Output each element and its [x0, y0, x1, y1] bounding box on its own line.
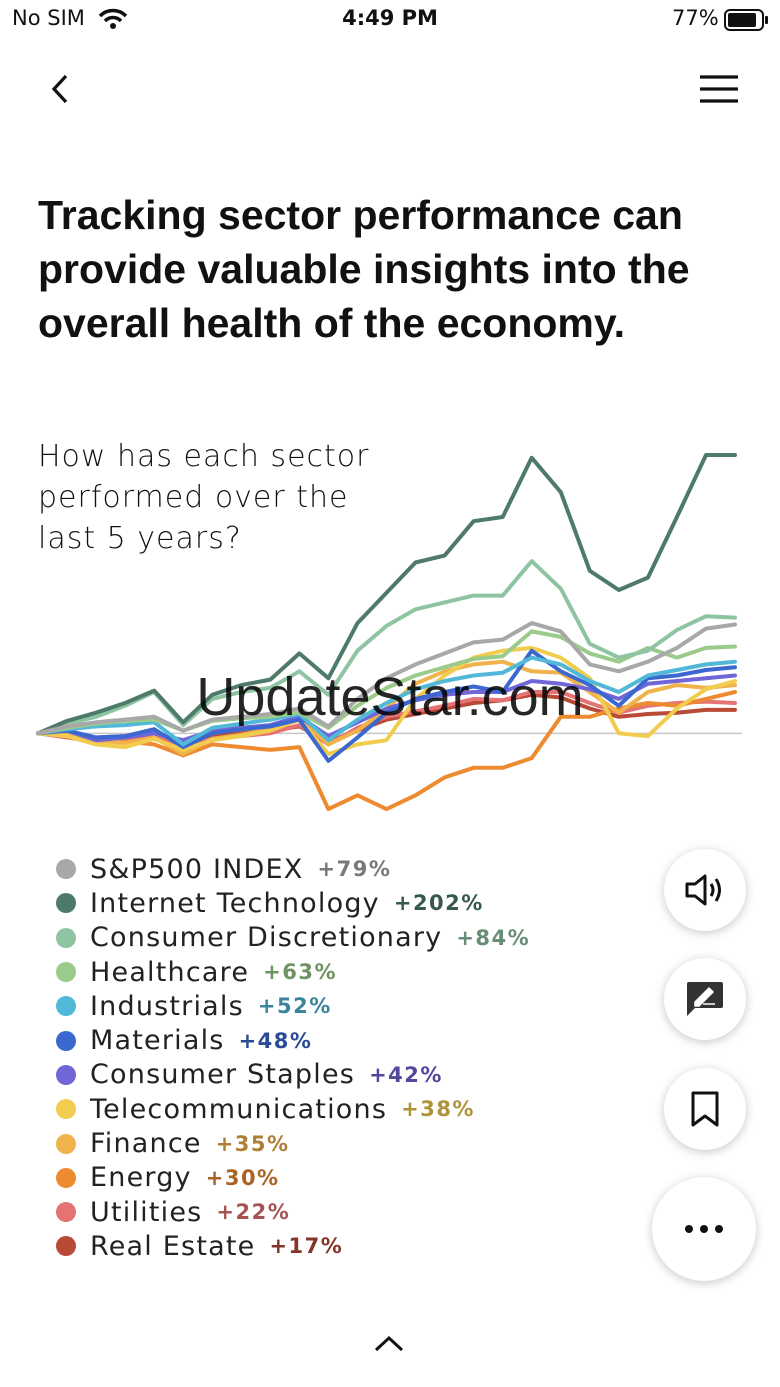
- series-line: [36, 690, 737, 812]
- legend-label: Consumer Discretionary: [90, 922, 443, 954]
- legend-item: Internet Technology +202%: [56, 886, 530, 920]
- bookmark-button[interactable]: [664, 1068, 746, 1150]
- series-line: [36, 655, 737, 747]
- series-line: [36, 453, 737, 736]
- clock: 4:49 PM: [342, 6, 438, 30]
- legend-swatch: [56, 1133, 76, 1154]
- legend-label: Materials: [90, 1025, 225, 1057]
- line-chart: [36, 453, 742, 812]
- legend-total: +42%: [369, 1062, 443, 1087]
- legend-label: Utilities: [90, 1196, 203, 1228]
- legend-swatch: [56, 1030, 76, 1051]
- legend-label: Industrials: [90, 990, 244, 1022]
- chart-title: How has each sector performed over the l…: [38, 439, 370, 556]
- legend-total: +63%: [263, 960, 338, 985]
- menu-button[interactable]: [698, 74, 740, 104]
- legend-total: +22%: [216, 1200, 291, 1225]
- legend-swatch: [56, 1099, 76, 1120]
- legend-swatch: [56, 927, 76, 948]
- legend-item: Energy +30%: [56, 1161, 530, 1195]
- legend-swatch: [56, 1202, 76, 1223]
- legend-label: S&P500 INDEX: [90, 853, 304, 885]
- legend-swatch: [56, 859, 76, 880]
- legend-item: S&P500 INDEX +79%: [56, 852, 530, 886]
- back-button[interactable]: [46, 72, 76, 106]
- watermark: UpdateStar.com: [196, 667, 584, 727]
- legend-total: +17%: [269, 1234, 344, 1259]
- expand-up-button[interactable]: [372, 1334, 406, 1354]
- legend-item: Materials +48%: [56, 1023, 530, 1057]
- series-line: [36, 629, 737, 736]
- legend-item: Real Estate +17%: [56, 1229, 530, 1263]
- legend-total: +202%: [393, 891, 484, 916]
- headline: Tracking sector performance can provide …: [38, 192, 690, 346]
- legend-swatch: [56, 893, 76, 914]
- comment-button[interactable]: [664, 958, 746, 1040]
- legend-total: +30%: [205, 1165, 280, 1190]
- legend-total: +48%: [238, 1028, 313, 1053]
- legend-label: Healthcare: [90, 956, 250, 988]
- legend-item: Industrials +52%: [56, 989, 530, 1023]
- audio-button[interactable]: [664, 849, 746, 931]
- carrier: No SIM: [12, 6, 85, 30]
- legend-label: Telecommunications: [90, 1093, 388, 1125]
- legend-label: Internet Technology: [90, 887, 380, 919]
- legend-label: Finance: [90, 1128, 202, 1160]
- legend-item: Finance +35%: [56, 1126, 530, 1160]
- legend-total: +79%: [317, 857, 392, 882]
- more-button[interactable]: [652, 1177, 756, 1281]
- legend-swatch: [56, 962, 76, 983]
- series-line: [36, 673, 737, 743]
- legend-total: +35%: [215, 1131, 290, 1156]
- legend-item: Utilities +22%: [56, 1195, 530, 1229]
- wifi-icon: [98, 8, 128, 29]
- legend-item: Telecommunications +38%: [56, 1092, 530, 1126]
- series-line: [36, 621, 737, 736]
- legend-swatch: [56, 1064, 76, 1085]
- legend-label: Energy: [90, 1162, 192, 1194]
- battery-icon: [724, 9, 768, 31]
- legend-swatch: [56, 1167, 76, 1188]
- legend-item: Healthcare +63%: [56, 955, 530, 989]
- legend: S&P500 INDEX +79% Internet Technology +202%…: [56, 852, 530, 1264]
- legend-label: Real Estate: [90, 1230, 256, 1262]
- legend-label: Consumer Staples: [90, 1059, 356, 1091]
- series-line: [36, 645, 737, 756]
- legend-item: Consumer Staples +42%: [56, 1058, 530, 1092]
- legend-swatch: [56, 996, 76, 1017]
- legend-swatch: [56, 1236, 76, 1257]
- series-line: [36, 648, 737, 763]
- legend-total: +52%: [257, 994, 332, 1019]
- legend-total: +84%: [456, 925, 531, 950]
- legend-item: Consumer Discretionary +84%: [56, 921, 530, 955]
- legend-total: +38%: [401, 1097, 475, 1122]
- battery-level: 77%: [672, 6, 719, 30]
